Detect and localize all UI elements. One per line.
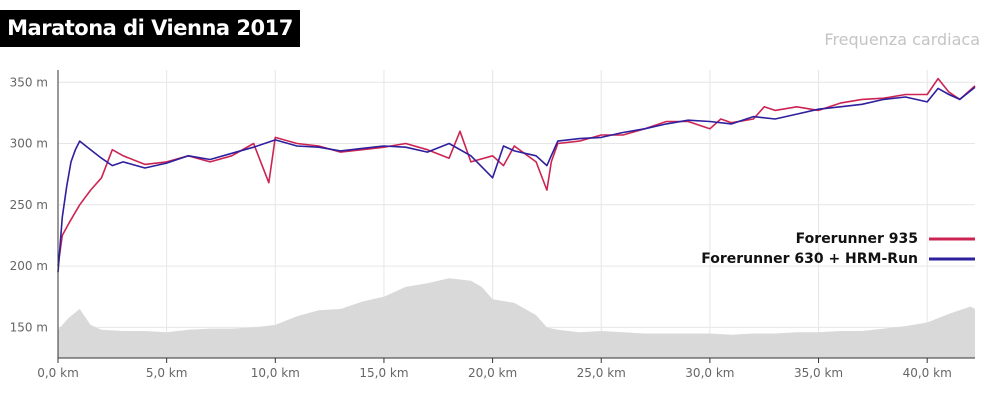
x-tick-label: 10,0 km xyxy=(251,366,300,380)
series-lines xyxy=(57,77,976,273)
x-tick-label: 0,0 km xyxy=(37,366,79,380)
x-tick-label: 15,0 km xyxy=(359,366,408,380)
series-forerunner-630-line xyxy=(57,86,976,273)
x-tick-label: 5,0 km xyxy=(146,366,188,380)
x-tick-label: 30,0 km xyxy=(685,366,734,380)
y-tick-label: 350 m xyxy=(10,75,48,89)
y-tick-label: 300 m xyxy=(10,137,48,151)
elevation-area xyxy=(58,278,975,358)
y-tick-labels: 150 m 200 m 250 m 300 m 350 m xyxy=(10,75,48,334)
x-tick-label: 25,0 km xyxy=(577,366,626,380)
axes xyxy=(57,70,975,363)
elevation-profile xyxy=(58,278,975,358)
legend-entry-forerunner-935-label: Forerunner 935 xyxy=(796,231,918,247)
legend: Forerunner 935 Forerunner 630 + HRM-Run xyxy=(701,231,975,267)
y-tick-label: 200 m xyxy=(10,259,48,273)
x-tick-label: 20,0 km xyxy=(468,366,517,380)
x-tick-label: 40,0 km xyxy=(903,366,952,380)
chart-title: Maratona di Vienna 2017 xyxy=(0,10,300,47)
x-tick-label: 35,0 km xyxy=(794,366,843,380)
y-tick-label: 150 m xyxy=(10,320,48,334)
chart-subtitle: Frequenza cardiaca xyxy=(824,30,980,49)
x-tick-labels: 0,0 km 5,0 km 10,0 km 15,0 km 20,0 km 25,0 km… xyxy=(37,366,952,380)
legend-entry-forerunner-630-label: Forerunner 630 + HRM-Run xyxy=(701,251,918,267)
y-tick-label: 250 m xyxy=(10,198,48,212)
